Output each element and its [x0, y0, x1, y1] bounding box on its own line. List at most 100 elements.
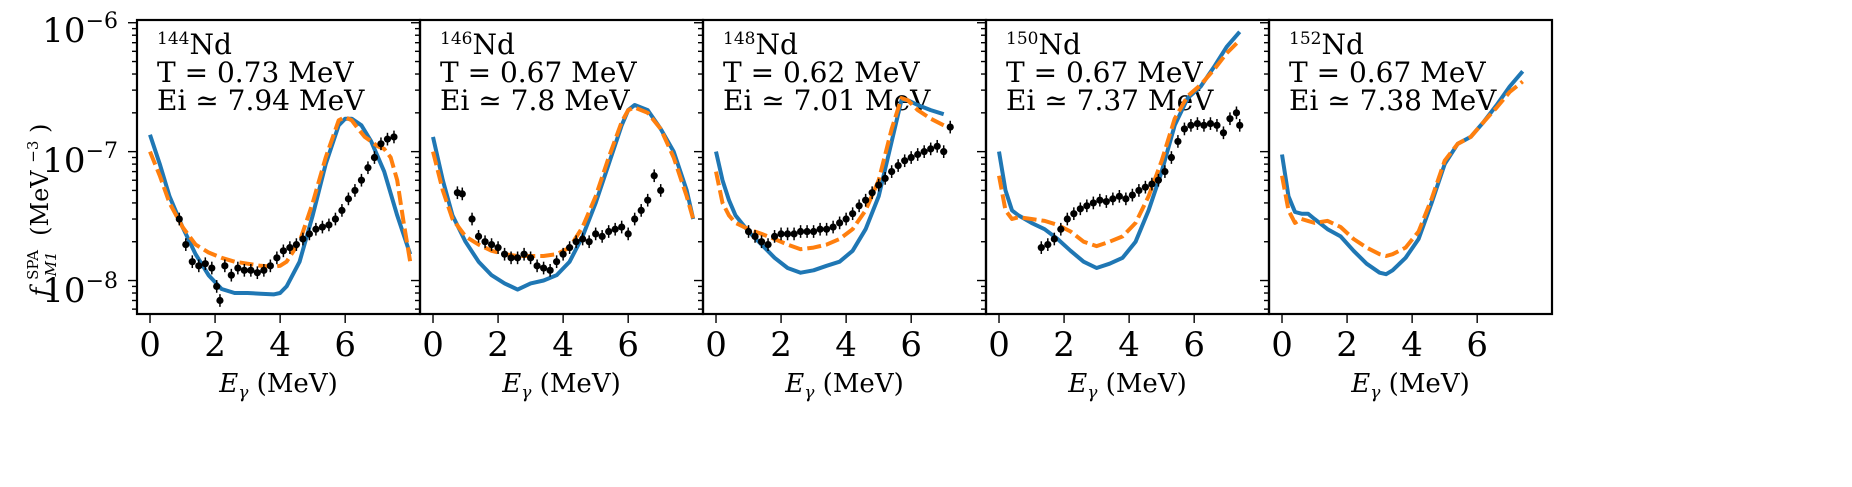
energy-label: Ei ≃ 7.8 MeV [440, 84, 630, 117]
x-tick-label: 4 [1118, 325, 1140, 365]
data-point [546, 266, 554, 274]
data-point [572, 238, 580, 246]
data-point [247, 266, 255, 274]
data-point [855, 202, 863, 210]
data-point [1115, 192, 1123, 200]
data-point [370, 153, 379, 162]
x-tick-label: 6 [1183, 325, 1205, 365]
data-point [1174, 137, 1182, 146]
data-point [585, 238, 593, 246]
data-point [364, 164, 372, 172]
data-point [816, 225, 824, 233]
plot-area [148, 115, 413, 307]
data-point [1148, 180, 1156, 188]
data-point [1161, 167, 1169, 176]
data-point [592, 230, 600, 238]
x-axis-label: Eγ (MeV) [501, 369, 621, 403]
data-point [305, 230, 314, 238]
data-point [1219, 129, 1228, 137]
temperature-label: T = 0.67 MeV [440, 56, 637, 89]
data-point [770, 232, 779, 240]
data-point [927, 145, 935, 153]
data-point [299, 235, 307, 243]
x-tick-label: 4 [1401, 325, 1423, 365]
x-axis-label: Eγ (MeV) [784, 369, 904, 403]
nucleus-label: 148Nd [723, 28, 798, 61]
data-point [809, 227, 818, 236]
data-point [631, 215, 639, 223]
nucleus-label: 152Nd [1289, 28, 1364, 61]
data-point [188, 258, 196, 266]
data-point [390, 133, 398, 141]
data-point [1180, 125, 1189, 133]
data-point [888, 167, 896, 176]
data-point [487, 241, 496, 249]
x-tick-label: 0 [705, 325, 727, 365]
data-point [357, 176, 366, 184]
y-axis-label: f SPA M1 (MeV −3 ) [16, 124, 62, 299]
data-point [757, 238, 766, 246]
x-tick-label: 2 [770, 325, 792, 365]
data-point [325, 221, 333, 229]
data-point [260, 266, 268, 274]
orange-series-line [1280, 79, 1524, 258]
data-point [823, 225, 831, 233]
y-tick-label: 10−6 [42, 9, 118, 51]
data-point [618, 223, 626, 231]
data-point [862, 196, 870, 204]
data-point [533, 262, 541, 270]
data-point [1096, 196, 1104, 204]
x-axis-label: Eγ (MeV) [218, 369, 338, 403]
temperature-label: T = 0.67 MeV [1006, 56, 1203, 89]
data-point [1057, 225, 1065, 233]
data-point [520, 250, 528, 258]
plot-area [997, 30, 1244, 270]
y-tick-label: 10−8 [42, 269, 118, 311]
data-point [894, 161, 902, 170]
data-point [540, 264, 548, 272]
x-tick-label: 0 [422, 325, 444, 365]
x-tick-label: 0 [1271, 325, 1293, 365]
data-point [221, 262, 229, 270]
data-point [1135, 186, 1143, 195]
data-point [468, 215, 476, 223]
data-point [624, 230, 632, 238]
data-point [777, 230, 785, 238]
plot-area [431, 103, 696, 292]
data-point [1063, 215, 1071, 223]
data-point [940, 148, 948, 156]
data-point [240, 266, 248, 274]
temperature-label: T = 0.62 MeV [723, 56, 920, 89]
data-point [946, 123, 954, 131]
data-point [1128, 191, 1136, 199]
data-point [266, 262, 274, 270]
data-point [526, 254, 535, 262]
data-point [383, 135, 392, 143]
x-tick-label: 4 [552, 325, 574, 365]
y-label-unit: (MeV [26, 170, 54, 236]
data-point [650, 172, 658, 180]
x-tick-label: 6 [900, 325, 922, 365]
y-label-unit-exp: −3 [24, 141, 42, 163]
y-label-sub: M1 [42, 252, 60, 278]
data-point [1193, 119, 1202, 128]
data-point [790, 230, 798, 238]
data-point [1109, 195, 1117, 203]
data-point [1089, 199, 1097, 207]
data-point [1206, 119, 1215, 128]
data-point [868, 189, 876, 197]
data-point [881, 174, 889, 182]
data-point [914, 150, 922, 159]
nucleus-label: 144Nd [157, 28, 232, 61]
panel-frame [1267, 18, 1554, 316]
data-point [216, 296, 224, 305]
data-point [318, 223, 327, 231]
data-point [1226, 115, 1234, 123]
data-point [803, 227, 811, 236]
data-point [579, 235, 587, 243]
data-point [796, 227, 805, 236]
x-tick-label: 4 [835, 325, 857, 365]
data-point [1083, 202, 1091, 210]
